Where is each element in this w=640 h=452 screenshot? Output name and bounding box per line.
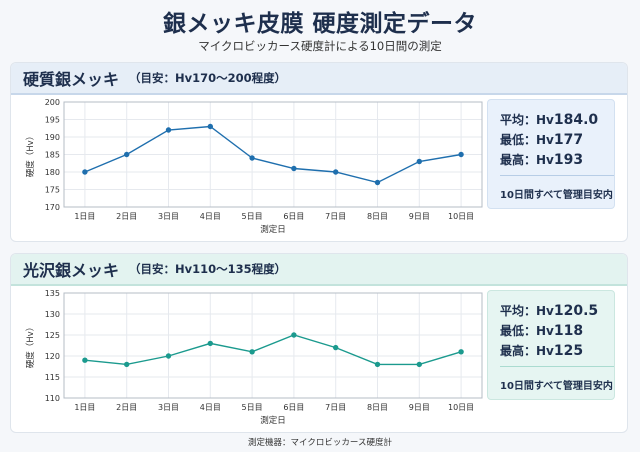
- footer-note: 測定機器：マイクロビッカース硬度計: [248, 438, 392, 448]
- stats-box: 平均：Hv120.5 最低：Hv118 最高：Hv125 10日間すべて管理目安…: [487, 290, 615, 400]
- y-tick-label: 120: [45, 352, 60, 361]
- data-point: [291, 332, 297, 338]
- data-point: [416, 361, 422, 368]
- y-axis-title: 硬度（Hv）: [25, 132, 36, 177]
- x-tick-label: 4日目: [200, 403, 221, 412]
- y-tick-label: 175: [45, 186, 60, 195]
- data-point: [458, 349, 464, 355]
- y-axis-title: 硬度（Hv）: [25, 323, 36, 368]
- y-tick-label: 115: [45, 373, 60, 382]
- x-tick-label: 1日目: [74, 403, 95, 412]
- panel-range: （目安：Hv170～200程度）: [129, 71, 287, 85]
- series-line: [84, 334, 462, 366]
- x-tick-label: 6日目: [283, 212, 304, 221]
- x-tick-label: 9日目: [409, 403, 430, 412]
- data-point: [124, 361, 130, 368]
- data-point: [333, 344, 339, 351]
- x-tick-label: 9日目: [409, 212, 430, 221]
- page-title: 銀メッキ皮膜 硬度測定データ: [162, 11, 477, 37]
- data-point: [124, 151, 130, 158]
- panel-header: 光沢銀メッキ （目安：Hv110～135程度）: [11, 254, 627, 286]
- x-tick-label: 10日目: [448, 212, 474, 221]
- series-line: [84, 125, 462, 184]
- x-tick-label: 5日目: [242, 403, 263, 412]
- x-axis-title: 測定日: [260, 224, 286, 235]
- y-tick-label: 130: [45, 310, 60, 319]
- x-tick-label: 3日目: [158, 212, 179, 221]
- stat-minimum: 最低：Hv118: [500, 323, 584, 339]
- y-tick-label: 200: [45, 98, 60, 107]
- data-point: [249, 155, 255, 161]
- stat-note: 10日間すべて管理目安内: [500, 190, 613, 201]
- data-point: [165, 127, 172, 133]
- stat-average: 平均：Hv184.0: [500, 112, 599, 128]
- hard-silver-panel: 硬質銀メッキ （目安：Hv170～200程度） 170 175 180 185 190 1…: [10, 62, 628, 242]
- y-tick-label: 190: [45, 133, 60, 142]
- stat-note: 10日間すべて管理目安内: [500, 381, 613, 392]
- page-subtitle: マイクロビッカース硬度計による10日間の測定: [198, 39, 442, 53]
- x-tick-label: 5日目: [242, 212, 263, 221]
- x-tick-label: 7日目: [325, 403, 346, 412]
- stat-maximum: 最高：Hv193: [500, 152, 584, 168]
- data-point: [82, 169, 88, 175]
- stat-divider: [500, 366, 614, 367]
- panel-title: 硬質銀メッキ: [23, 70, 120, 89]
- stat-divider: [500, 175, 614, 176]
- y-tick-label: 110: [45, 394, 60, 403]
- y-tick-label: 195: [45, 116, 60, 125]
- x-tick-label: 4日目: [200, 212, 221, 221]
- stats-box: 平均：Hv184.0 最低：Hv177 最高：Hv193 10日間すべて管理目安…: [487, 99, 615, 209]
- data-point: [333, 169, 339, 175]
- bright-silver-panel: 光沢銀メッキ （目安：Hv110～135程度） 110 115 120 125 130 1…: [10, 253, 628, 433]
- panel-title: 光沢銀メッキ: [23, 261, 120, 280]
- data-point: [249, 349, 255, 355]
- y-tick-label: 185: [45, 151, 60, 160]
- data-point: [374, 179, 381, 186]
- panel-range: （目安：Hv110～135程度）: [129, 262, 287, 276]
- x-tick-label: 8日目: [367, 403, 388, 412]
- data-point: [458, 151, 464, 158]
- x-tick-label: 8日目: [367, 212, 388, 221]
- data-point: [374, 361, 381, 368]
- y-tick-label: 125: [45, 331, 60, 340]
- data-point: [416, 158, 422, 165]
- x-tick-label: 7日目: [325, 212, 346, 221]
- x-tick-label: 10日目: [448, 403, 474, 412]
- x-tick-label: 6日目: [283, 403, 304, 412]
- x-axis-title: 測定日: [260, 415, 286, 426]
- data-point: [207, 340, 213, 347]
- data-point: [207, 123, 213, 130]
- y-tick-label: 135: [45, 289, 60, 298]
- x-tick-label: 1日目: [74, 212, 95, 221]
- x-tick-label: 2日目: [116, 403, 137, 412]
- stat-minimum: 最低：Hv177: [500, 132, 584, 148]
- y-tick-label: 170: [45, 203, 60, 212]
- plot-frame: [63, 292, 483, 399]
- plot-frame: [63, 101, 483, 208]
- x-tick-label: 3日目: [158, 403, 179, 412]
- data-point: [165, 353, 172, 359]
- x-tick-label: 2日目: [116, 212, 137, 221]
- data-point: [82, 357, 88, 363]
- stat-maximum: 最高：Hv125: [500, 343, 584, 359]
- stat-average: 平均：Hv120.5: [500, 303, 599, 319]
- hard-silver-line-chart: 170 175 180 185 190 195 200 1日目 2日目 3日目 4日目 5日目 6日目 7…: [25, 98, 483, 235]
- y-tick-label: 180: [45, 168, 60, 177]
- bright-silver-line-chart: 110 115 120 125 130 135 1日目 2日目 3日目 4日目 5日目 6日目 7日目 8…: [25, 289, 483, 426]
- panel-header: 硬質銀メッキ （目安：Hv170～200程度）: [11, 63, 627, 95]
- data-point: [291, 165, 297, 172]
